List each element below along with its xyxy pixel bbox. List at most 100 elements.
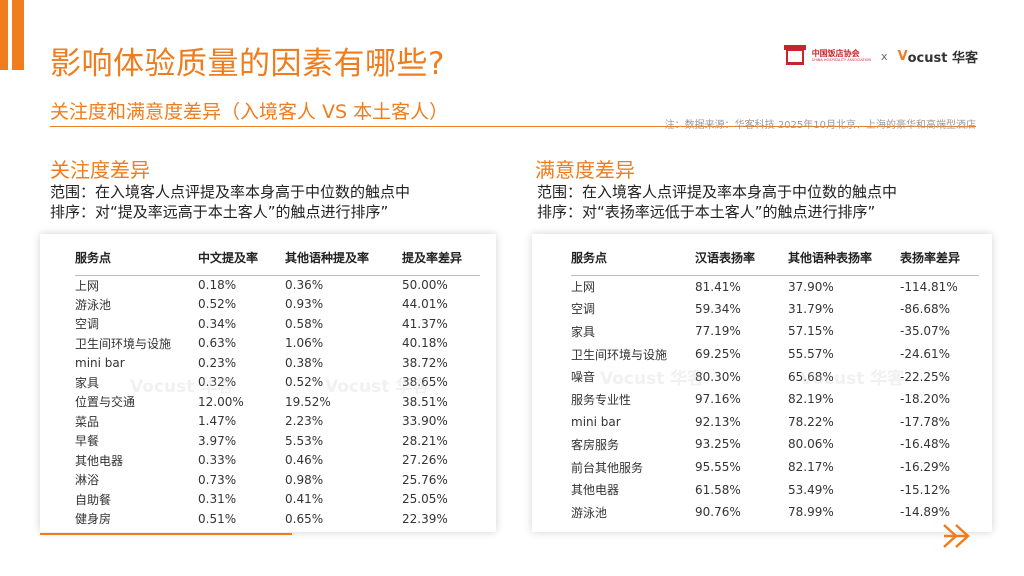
accent-bar-stripe (0, 0, 8, 70)
table-header-row: 服务点 中文提及率 其他语种提及率 提及率差异 (75, 241, 480, 276)
value-cell: 57.15% (788, 324, 834, 339)
value-cell: 0.51% (198, 511, 237, 526)
service-point-cell: 位置与交通 (75, 395, 136, 410)
panel-accent-underline (40, 533, 292, 535)
logo-separator: x (881, 49, 888, 63)
service-point-cell: 早餐 (75, 434, 100, 449)
table-row: 位置与交通 12.00% 19.52% 38.51% (75, 392, 480, 412)
value-cell: 0.65% (285, 511, 324, 526)
value-cell: 0.34% (198, 316, 237, 331)
table-row: mini bar 0.23% 0.38% 38.72% (75, 353, 480, 373)
service-point-cell: 上网 (571, 280, 596, 295)
column-header: 汉语表扬率 (695, 241, 788, 276)
value-cell: 22.39% (402, 511, 448, 526)
value-cell: 80.30% (695, 369, 741, 384)
service-point-cell: 其他电器 (75, 453, 124, 468)
value-cell: 0.46% (285, 453, 324, 468)
service-point-cell: 卫生间环境与设施 (571, 347, 668, 362)
value-cell: 44.01% (402, 297, 448, 312)
table-row: 客房服务 93.25% 80.06% -16.48% (571, 433, 979, 456)
value-cell: 93.25% (695, 437, 741, 452)
satisfaction-table-panel (532, 234, 992, 532)
table-row: 服务专业性 97.16% 82.19% -18.20% (571, 388, 979, 411)
association-logo-text: 中国饭店协会 CHINA HOSPITALITY ASSOCIATION (812, 49, 871, 63)
table-row: 其他电器 0.33% 0.46% 27.26% (75, 451, 480, 471)
value-cell: 0.98% (285, 472, 324, 487)
value-cell: -24.61% (900, 347, 951, 362)
accent-bar (0, 0, 24, 70)
value-cell: 0.32% (198, 375, 237, 390)
table-row: 其他电器 61.58% 53.49% -15.12% (571, 478, 979, 501)
value-cell: 38.51% (402, 394, 448, 409)
service-point-cell: mini bar (75, 355, 125, 370)
service-point-cell: 客房服务 (571, 437, 620, 452)
service-point-cell: 上网 (75, 278, 100, 293)
value-cell: 12.00% (198, 394, 244, 409)
satisfaction-section-title: 满意度差异 (535, 158, 635, 182)
service-point-cell: 空调 (571, 302, 596, 317)
value-cell: 80.06% (788, 437, 834, 452)
subtitle-divider (50, 126, 976, 127)
table-header-row: 服务点 汉语表扬率 其他语种表扬率 表扬率差异 (571, 241, 979, 276)
vocust-logo-v: V (897, 48, 908, 64)
double-chevron-right-icon[interactable] (940, 522, 984, 550)
value-cell: 92.13% (695, 414, 741, 429)
attention-section-title: 关注度差异 (50, 158, 150, 182)
satisfaction-sort: 排序：对“表扬率远低于本土客人”的触点进行排序” (537, 203, 876, 221)
value-cell: 82.17% (788, 460, 834, 475)
value-cell: 40.18% (402, 336, 448, 351)
service-point-cell: 噪音 (571, 370, 596, 385)
table-row: 早餐 3.97% 5.53% 28.21% (75, 431, 480, 451)
accent-bar-stripe (12, 0, 24, 70)
value-cell: 77.19% (695, 324, 741, 339)
service-point-cell: 自助餐 (75, 492, 112, 507)
association-name-cn: 中国饭店协会 (811, 48, 860, 59)
value-cell: 33.90% (402, 414, 448, 429)
value-cell: 0.33% (198, 453, 237, 468)
table-row: 菜品 1.47% 2.23% 33.90% (75, 412, 480, 432)
vocust-logo-text: ocust 华客 (907, 50, 978, 66)
service-point-cell: 服务专业性 (571, 392, 632, 407)
table-row: 上网 0.18% 0.36% 50.00% (75, 275, 480, 295)
column-header: 中文提及率 (198, 241, 285, 276)
association-logo-icon (783, 45, 806, 67)
value-cell: -16.29% (900, 460, 951, 475)
table-row: 游泳池 90.76% 78.99% -14.89% (571, 501, 979, 524)
value-cell: 0.31% (198, 492, 237, 507)
table-row: 卫生间环境与设施 0.63% 1.06% 40.18% (75, 334, 480, 354)
service-point-cell: 游泳池 (571, 505, 608, 520)
value-cell: 0.58% (285, 316, 324, 331)
value-cell: 0.52% (198, 297, 237, 312)
value-cell: -16.48% (900, 437, 951, 452)
value-cell: 1.06% (285, 336, 324, 351)
value-cell: 5.53% (285, 433, 324, 448)
value-cell: 0.38% (285, 355, 324, 370)
value-cell: 82.19% (788, 392, 834, 407)
value-cell: 61.58% (695, 482, 741, 497)
value-cell: 0.93% (285, 297, 324, 312)
value-cell: 0.23% (198, 355, 237, 370)
value-cell: -17.78% (900, 414, 951, 429)
value-cell: 0.18% (198, 278, 237, 292)
vocust-logo: V ocust 华客 (898, 47, 978, 66)
value-cell: 31.79% (788, 301, 834, 316)
association-name-en: CHINA HOSPITALITY ASSOCIATION (811, 58, 872, 63)
value-cell: 0.36% (285, 278, 324, 292)
value-cell: -15.12% (900, 482, 951, 497)
value-cell: 50.00% (402, 278, 448, 292)
value-cell: 25.05% (402, 492, 448, 507)
table-row: 卫生间环境与设施 69.25% 55.57% -24.61% (571, 343, 979, 366)
value-cell: -18.20% (900, 392, 951, 407)
value-cell: 53.49% (788, 482, 834, 497)
table-row: 空调 0.34% 0.58% 41.37% (75, 314, 480, 334)
service-point-cell: 卫生间环境与设施 (75, 336, 172, 351)
value-cell: 95.55% (695, 460, 741, 475)
attention-table-panel (40, 234, 496, 532)
table-row: 健身房 0.51% 0.65% 22.39% (75, 509, 480, 529)
value-cell: 0.41% (285, 492, 324, 507)
value-cell: 25.76% (402, 472, 448, 487)
service-point-cell: 空调 (75, 317, 100, 332)
column-header: 其他语种表扬率 (788, 241, 900, 276)
table-row: 噪音 80.30% 65.68% -22.25% (571, 365, 979, 388)
value-cell: 78.22% (788, 414, 834, 429)
